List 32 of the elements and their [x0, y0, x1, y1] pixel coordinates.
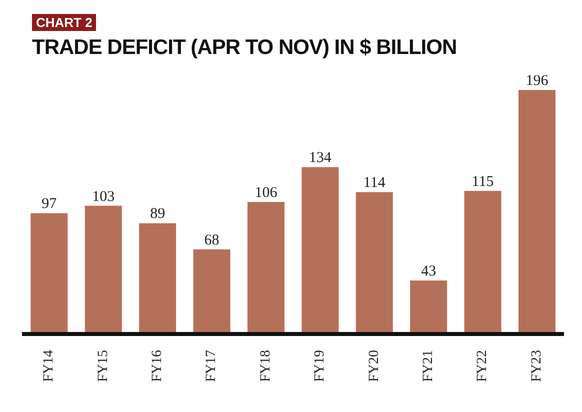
x-tick-label: FY15 [96, 350, 111, 382]
x-tick-label: FY21 [421, 350, 436, 382]
x-tick-label: FY20 [366, 350, 382, 382]
data-label: 43 [421, 263, 436, 280]
x-tick-label: FY18 [258, 350, 274, 382]
data-label: 103 [92, 188, 115, 205]
x-tick-label: FY23 [529, 350, 544, 382]
caption: CHART 2 [32, 14, 96, 31]
data-label: 134 [308, 150, 332, 166]
bar [30, 213, 68, 334]
x-tick-label: FY22 [475, 350, 490, 382]
x-tick-label: FY19 [312, 350, 328, 382]
data-label: 89 [150, 206, 166, 222]
data-label: 115 [472, 174, 494, 190]
bar [518, 90, 556, 334]
chart-title: TRADE DEFICIT (APR TO NOV) IN $ BILLION [32, 36, 458, 60]
x-tick-label: FY14 [42, 350, 57, 382]
bar [139, 223, 176, 334]
data-label: 68 [204, 232, 220, 248]
data-label: 97 [42, 196, 58, 212]
bar [356, 192, 393, 334]
bar [84, 206, 122, 334]
bar [193, 249, 230, 334]
bar [410, 280, 448, 334]
data-label: 106 [254, 185, 278, 202]
bar [302, 167, 339, 334]
data-label: 196 [526, 73, 549, 89]
data-label: 114 [363, 175, 386, 192]
x-tick-label: FY16 [150, 350, 165, 382]
bar [464, 190, 502, 334]
x-tick-label: FY17 [204, 350, 220, 382]
bar [247, 202, 284, 334]
